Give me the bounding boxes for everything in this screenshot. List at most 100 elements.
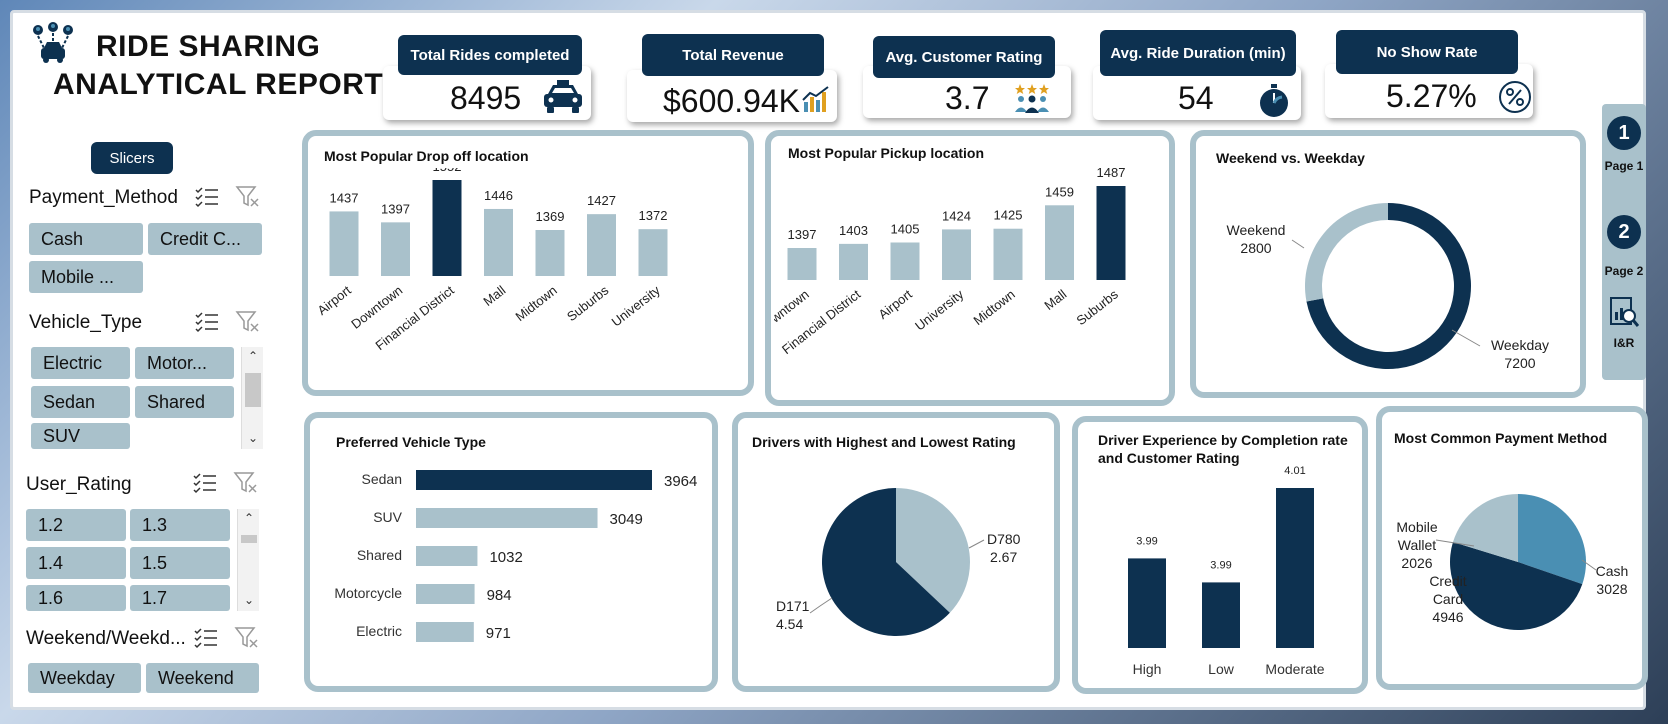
taxi-icon — [544, 80, 582, 113]
x-tick-suburbs: Suburbs — [1073, 286, 1121, 328]
label-d780-value: 2.67 — [990, 549, 1017, 565]
x-tick-low: Low — [1208, 661, 1235, 677]
vehicle-slicer-scrollbar[interactable]: ⌃ ⌄ — [241, 347, 263, 449]
slicer-chip-cash[interactable]: Cash — [29, 223, 143, 255]
slicer-chip-rating-1-3[interactable]: 1.3 — [130, 509, 230, 541]
rating-slicer-scrollbar[interactable]: ⌃ ⌄ — [237, 509, 259, 611]
label-weekend-name: Weekend — [1227, 222, 1286, 238]
slicer-chip-motorcycle[interactable]: Motor... — [135, 347, 234, 379]
slicer-chip-weekday[interactable]: Weekday — [28, 663, 141, 693]
label-d171-value: 4.54 — [776, 616, 803, 632]
kpi-label-total-revenue: Total Revenue — [642, 34, 824, 76]
slice-cash[interactable] — [1518, 494, 1586, 585]
bar-midtown[interactable] — [993, 228, 1023, 280]
x-tick-airport: Airport — [314, 282, 354, 318]
bar-airport[interactable] — [890, 242, 920, 280]
leader-d780 — [968, 539, 985, 549]
bar-shared[interactable] — [416, 546, 478, 566]
slicer-chip-sedan[interactable]: Sedan — [31, 386, 130, 418]
data-label-motorcycle: 984 — [487, 587, 512, 604]
slice-weekend[interactable] — [1305, 203, 1388, 302]
slice-d171[interactable] — [822, 488, 950, 636]
bar-motorcycle[interactable] — [416, 584, 475, 604]
clear-filter-icon[interactable] — [235, 310, 261, 334]
bar-financial-district[interactable] — [839, 243, 868, 280]
multi-select-icon[interactable] — [194, 311, 220, 333]
chevron-up-icon[interactable]: ⌃ — [243, 511, 255, 525]
clear-filter-icon[interactable] — [233, 471, 259, 495]
multi-select-icon[interactable] — [193, 627, 219, 649]
bar-mall[interactable] — [484, 208, 513, 276]
multi-select-icon[interactable] — [194, 186, 220, 208]
chevron-up-icon[interactable]: ⌃ — [247, 349, 259, 363]
data-label-midtown: 1425 — [994, 208, 1023, 223]
slicer-chip-credit-card[interactable]: Credit C... — [148, 223, 262, 255]
bar-university[interactable] — [638, 229, 668, 276]
stopwatch-icon — [1260, 84, 1288, 117]
slicer-chip-suv[interactable]: SUV — [31, 423, 130, 449]
kpi-label-avg-duration: Avg. Ride Duration (min) — [1100, 30, 1296, 76]
slice-d780[interactable] — [896, 488, 970, 613]
leader-d171 — [809, 597, 833, 614]
bar-downtown[interactable] — [381, 222, 410, 276]
slice-credit-card[interactable] — [1450, 542, 1583, 631]
multi-select-icon[interactable] — [192, 472, 218, 494]
slicer-chip-weekend[interactable]: Weekend — [146, 663, 259, 693]
x-tick-high: High — [1133, 661, 1162, 677]
page-2-label: Page 2 — [1604, 264, 1644, 278]
data-label-downtown: 1397 — [381, 201, 410, 216]
bar-suburbs[interactable] — [587, 214, 616, 276]
bar-airport[interactable] — [329, 211, 359, 276]
bar-downtown[interactable] — [787, 248, 817, 280]
label-cash-line-1: 3028 — [1596, 581, 1627, 597]
bar-moderate[interactable] — [1276, 488, 1314, 648]
page-2-button[interactable]: 2 — [1607, 215, 1641, 249]
bar-financial-district[interactable] — [432, 180, 462, 276]
clear-filter-icon[interactable] — [234, 626, 260, 650]
chevron-down-icon[interactable]: ⌄ — [243, 593, 255, 607]
bar-low[interactable] — [1202, 582, 1240, 648]
bar-suburbs[interactable] — [1096, 186, 1126, 280]
slicer-chip-rating-1-2[interactable]: 1.2 — [26, 509, 126, 541]
chart-title-weekend: Weekend vs. Weekday — [1216, 150, 1365, 166]
chart-title-pickup: Most Popular Pickup location — [788, 145, 985, 161]
x-tick-airport: Airport — [875, 286, 915, 322]
bar-electric[interactable] — [416, 622, 474, 642]
data-label-financial-district: 1403 — [839, 223, 868, 238]
label-mobile-wallet-line-2: 2026 — [1401, 555, 1432, 571]
slicer-chip-rating-1-4[interactable]: 1.4 — [26, 547, 126, 579]
page-1-button[interactable]: 1 — [1607, 116, 1641, 150]
bar-midtown[interactable] — [535, 230, 565, 276]
rideshare-logo-icon — [33, 22, 73, 63]
slicer-chip-electric[interactable]: Electric — [31, 347, 130, 379]
bar-suv[interactable] — [416, 508, 598, 528]
vehicle-hbar-chart: Sedan 3964 SUV 3049 Shared 1032 Motorcycle 984 E… — [334, 470, 697, 642]
dropoff-bar-chart: 1437Airport1397Downtown1552Financial Dis… — [314, 168, 668, 353]
scrollbar-thumb[interactable] — [241, 535, 257, 543]
bar-university[interactable] — [942, 229, 971, 280]
label-cash-line-0: Cash — [1596, 563, 1629, 579]
scrollbar-thumb[interactable] — [245, 373, 261, 407]
slicer-chip-rating-1-5[interactable]: 1.5 — [130, 547, 230, 579]
data-label-suv: 3049 — [610, 511, 643, 528]
slicer-chip-shared[interactable]: Shared — [135, 386, 234, 418]
bar-mall[interactable] — [1045, 205, 1074, 280]
bar-sedan[interactable] — [416, 470, 652, 490]
panel-drivers — [732, 412, 1060, 692]
data-label-high: 3.99 — [1136, 535, 1157, 547]
x-tick-university: University — [609, 282, 664, 329]
x-tick-mall: Mall — [1041, 286, 1069, 313]
y-tick-electric: Electric — [356, 623, 402, 639]
bar-high[interactable] — [1128, 558, 1166, 648]
slicer-chip-rating-1-7[interactable]: 1.7 — [130, 585, 230, 611]
kpi-value-total-rides: 8495 — [450, 80, 522, 116]
data-label-midtown: 1369 — [536, 209, 565, 224]
slicers-button[interactable]: Slicers — [91, 142, 173, 174]
slicer-chip-mobile-wallet[interactable]: Mobile ... — [29, 261, 143, 293]
chevron-down-icon[interactable]: ⌄ — [247, 431, 259, 445]
leader-cash — [1581, 559, 1597, 571]
slicer-chip-rating-1-6[interactable]: 1.6 — [26, 585, 126, 611]
report-magnifier-icon[interactable] — [1609, 296, 1639, 330]
clear-filter-icon[interactable] — [235, 185, 261, 209]
slicer-title-payment: Payment_Method — [29, 187, 178, 208]
